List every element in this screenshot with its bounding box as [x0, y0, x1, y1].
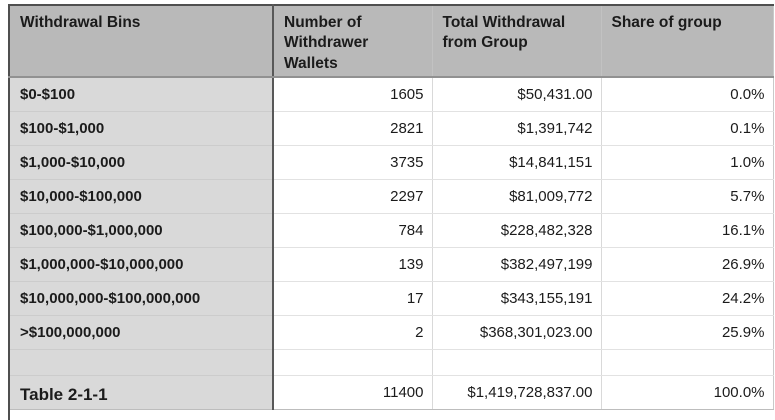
- wallets-value: 784: [273, 213, 433, 248]
- bin-label: $10,000,000-$100,000,000: [9, 281, 274, 316]
- share-value: 1.0%: [601, 145, 774, 180]
- total-row: Table 2-1-1 11400 $1,419,728,837.00 100.…: [9, 375, 774, 410]
- total-wallets-value: 11400: [273, 375, 433, 410]
- table-row: $1,000,000-$10,000,000 139 $382,497,199 …: [9, 247, 774, 282]
- total-withdrawal-value: $14,841,151: [432, 145, 602, 180]
- wallets-value: 2821: [273, 111, 433, 146]
- bin-label: >$100,000,000: [9, 315, 274, 350]
- table-caption: Table 2-1-1: [9, 375, 274, 410]
- wallets-value: 2297: [273, 179, 433, 214]
- empty-cell: [601, 349, 774, 376]
- share-value: 0.1%: [601, 111, 774, 146]
- bin-label: $100-$1,000: [9, 111, 274, 146]
- col-header-number-of-withdrawer-wallets: Number of Withdrawer Wallets: [273, 5, 433, 78]
- total-withdrawal-value: $382,497,199: [432, 247, 602, 282]
- share-value: 24.2%: [601, 281, 774, 316]
- total-share-value: 100.0%: [601, 375, 774, 410]
- share-value: 26.9%: [601, 247, 774, 282]
- total-withdrawal-value: $343,155,191: [432, 281, 602, 316]
- total-withdrawal-value: $368,301,023.00: [432, 315, 602, 350]
- empty-row: [9, 349, 774, 376]
- bin-label: $0-$100: [9, 77, 274, 112]
- table-row: $100,000-$1,000,000 784 $228,482,328 16.…: [9, 213, 774, 248]
- wallets-value: 1605: [273, 77, 433, 112]
- wallets-value: 17: [273, 281, 433, 316]
- share-value: 25.9%: [601, 315, 774, 350]
- table-row: $10,000,000-$100,000,000 17 $343,155,191…: [9, 281, 774, 316]
- total-withdrawal-value: $81,009,772: [432, 179, 602, 214]
- total-withdrawal-value: $228,482,328: [432, 213, 602, 248]
- table-row: $1,000-$10,000 3735 $14,841,151 1.0%: [9, 145, 774, 180]
- wallets-value: 139: [273, 247, 433, 282]
- table-row: $100-$1,000 2821 $1,391,742 0.1%: [9, 111, 774, 146]
- table-row: $10,000-$100,000 2297 $81,009,772 5.7%: [9, 179, 774, 214]
- bin-label: $1,000-$10,000: [9, 145, 274, 180]
- table-row: $0-$100 1605 $50,431.00 0.0%: [9, 77, 774, 112]
- col-header-total-withdrawal-from-group: Total Withdrawal from Group: [432, 5, 602, 78]
- withdrawal-bins-table: Withdrawal Bins Number of Withdrawer Wal…: [8, 4, 774, 410]
- wallets-value: 3735: [273, 145, 433, 180]
- left-border-tail: [8, 406, 10, 420]
- total-withdrawal-sum-value: $1,419,728,837.00: [432, 375, 602, 410]
- empty-cell: [432, 349, 602, 376]
- col-header-withdrawal-bins: Withdrawal Bins: [9, 5, 274, 78]
- total-withdrawal-value: $1,391,742: [432, 111, 602, 146]
- share-value: 16.1%: [601, 213, 774, 248]
- total-withdrawal-value: $50,431.00: [432, 77, 602, 112]
- empty-bin-cell: [9, 349, 274, 376]
- bin-label: $100,000-$1,000,000: [9, 213, 274, 248]
- bin-label: $10,000-$100,000: [9, 179, 274, 214]
- share-value: 0.0%: [601, 77, 774, 112]
- col-header-share-of-group: Share of group: [601, 5, 774, 78]
- table-row: >$100,000,000 2 $368,301,023.00 25.9%: [9, 315, 774, 350]
- header-row: Withdrawal Bins Number of Withdrawer Wal…: [9, 5, 774, 78]
- bin-label: $1,000,000-$10,000,000: [9, 247, 274, 282]
- wallets-value: 2: [273, 315, 433, 350]
- empty-cell: [273, 349, 433, 376]
- share-value: 5.7%: [601, 179, 774, 214]
